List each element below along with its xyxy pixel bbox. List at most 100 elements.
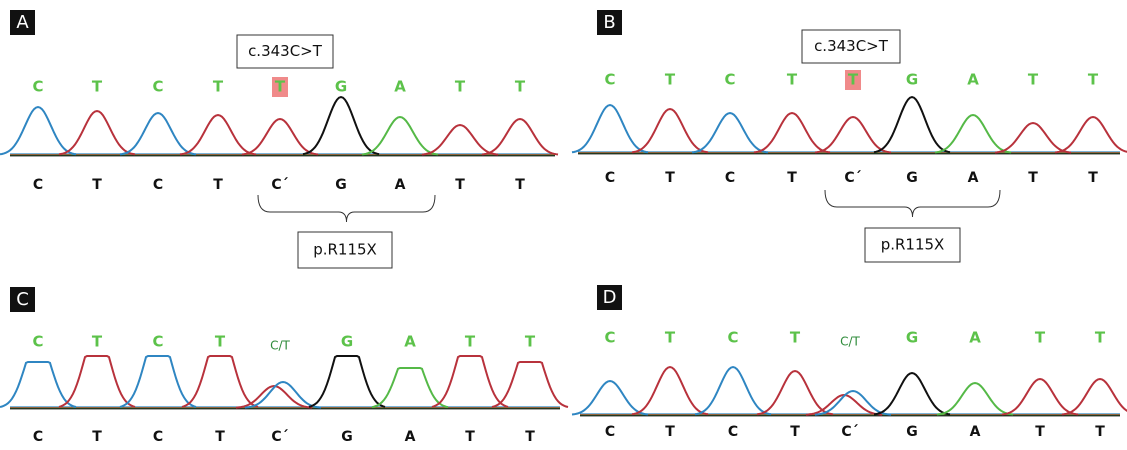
base-call: T bbox=[215, 333, 226, 351]
peak bbox=[632, 367, 708, 414]
reference-base: C´ bbox=[841, 424, 858, 440]
reference-base: T bbox=[787, 170, 797, 186]
reference-base: T bbox=[92, 177, 102, 193]
peak bbox=[874, 373, 950, 414]
peak bbox=[935, 115, 1011, 153]
base-call: C/T bbox=[270, 339, 290, 353]
base-call: T bbox=[1088, 71, 1099, 89]
base-call: T bbox=[1028, 71, 1039, 89]
peak bbox=[757, 371, 833, 414]
reference-base: G bbox=[906, 170, 918, 186]
base-call: A bbox=[967, 71, 979, 89]
reference-base: C bbox=[605, 170, 615, 186]
peak bbox=[572, 105, 648, 152]
reference-base: T bbox=[465, 429, 475, 445]
reference-base: G bbox=[341, 429, 353, 445]
peak bbox=[815, 117, 891, 153]
peak bbox=[422, 125, 498, 155]
figure: A C T C T T G A T T C T C T C´ G A T Tc.343C>T p.R115X B C T C T… bbox=[0, 0, 1127, 450]
peak bbox=[482, 119, 558, 155]
peak bbox=[362, 117, 438, 155]
peak bbox=[1002, 379, 1078, 415]
reference-base: T bbox=[790, 424, 800, 440]
reference-base: T bbox=[213, 177, 223, 193]
peak bbox=[874, 97, 950, 152]
peak bbox=[492, 362, 568, 407]
reference-base: A bbox=[405, 429, 416, 445]
base-call: T bbox=[848, 71, 859, 89]
peak bbox=[0, 362, 76, 407]
base-call: C/T bbox=[840, 335, 860, 349]
peak bbox=[692, 113, 768, 152]
panel-label: B bbox=[603, 12, 615, 33]
reference-base: C´ bbox=[271, 177, 288, 193]
peak bbox=[120, 113, 196, 154]
base-call: T bbox=[1095, 329, 1106, 347]
peak bbox=[309, 356, 385, 407]
reference-base: C bbox=[153, 177, 163, 193]
peak bbox=[995, 123, 1071, 153]
peak bbox=[0, 107, 76, 154]
peak bbox=[120, 356, 196, 407]
base-call: T bbox=[455, 78, 466, 96]
base-call: T bbox=[515, 78, 526, 96]
bracket bbox=[825, 190, 1000, 217]
mutation-label: c.343C>T bbox=[814, 37, 889, 55]
peak bbox=[372, 368, 448, 407]
reference-base: G bbox=[906, 424, 918, 440]
base-call: G bbox=[906, 71, 918, 89]
bracket bbox=[258, 195, 435, 222]
peak bbox=[937, 383, 1013, 415]
base-call: T bbox=[213, 78, 224, 96]
base-call: T bbox=[465, 333, 476, 351]
reference-base: T bbox=[455, 177, 465, 193]
reference-base: C bbox=[728, 424, 738, 440]
reference-base: C´ bbox=[271, 429, 288, 445]
peak bbox=[572, 381, 648, 415]
base-call: T bbox=[92, 333, 103, 351]
peak bbox=[1055, 117, 1127, 153]
peak bbox=[632, 109, 708, 152]
peak bbox=[815, 391, 891, 415]
reference-base: A bbox=[970, 424, 981, 440]
base-call: A bbox=[394, 78, 406, 96]
base-call: G bbox=[341, 333, 353, 351]
peak bbox=[59, 356, 135, 407]
peak bbox=[1062, 379, 1127, 415]
protein-label: p.R115X bbox=[313, 241, 377, 259]
reference-base: T bbox=[215, 429, 225, 445]
reference-base: C bbox=[33, 429, 43, 445]
base-call: T bbox=[275, 78, 286, 96]
protein-label: p.R115X bbox=[881, 236, 945, 254]
peak bbox=[245, 382, 321, 408]
reference-base: T bbox=[515, 177, 525, 193]
reference-base: C´ bbox=[844, 170, 861, 186]
peak bbox=[695, 367, 771, 414]
mutation-label: c.343C>T bbox=[248, 42, 323, 60]
panel-label: A bbox=[16, 12, 29, 33]
reference-base: T bbox=[525, 429, 535, 445]
peak bbox=[59, 111, 135, 154]
reference-base: A bbox=[395, 177, 406, 193]
panel-label: D bbox=[603, 287, 617, 308]
base-call: C bbox=[604, 71, 615, 89]
base-call: C bbox=[32, 78, 43, 96]
base-call: T bbox=[92, 78, 103, 96]
base-call: C bbox=[604, 329, 615, 347]
reference-base: C bbox=[153, 429, 163, 445]
peak bbox=[754, 113, 830, 152]
reference-base: C bbox=[33, 177, 43, 193]
base-call: T bbox=[665, 71, 676, 89]
base-call: T bbox=[790, 329, 801, 347]
base-call: T bbox=[787, 71, 798, 89]
reference-base: G bbox=[335, 177, 347, 193]
reference-base: T bbox=[92, 429, 102, 445]
reference-base: T bbox=[1028, 170, 1038, 186]
reference-base: T bbox=[1095, 424, 1105, 440]
reference-base: T bbox=[1088, 170, 1098, 186]
peak bbox=[182, 356, 258, 407]
base-call: C bbox=[724, 71, 735, 89]
base-call: C bbox=[152, 78, 163, 96]
base-call: C bbox=[32, 333, 43, 351]
base-call: G bbox=[335, 78, 347, 96]
